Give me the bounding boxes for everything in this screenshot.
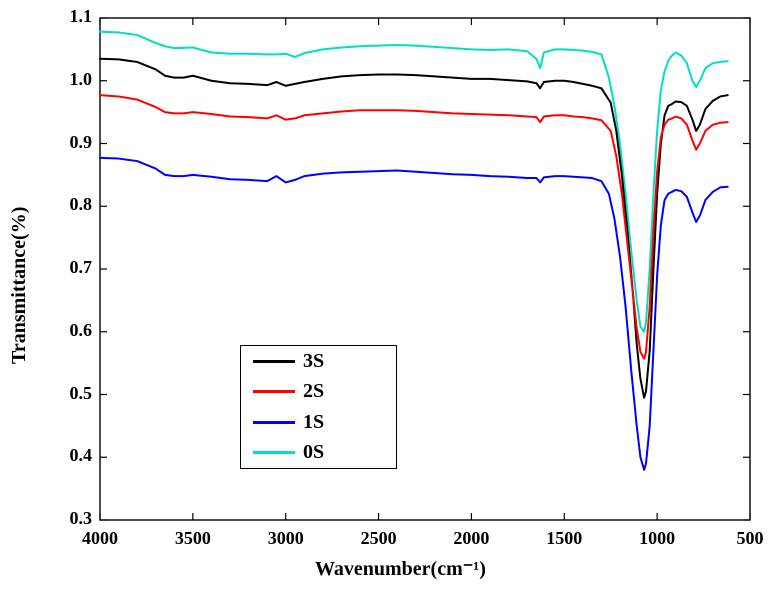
x-tick-label: 500 <box>720 528 780 549</box>
y-tick-label: 1.1 <box>42 6 92 27</box>
legend-swatch <box>253 360 295 363</box>
legend-box: 3S 2S 1S 0S <box>240 345 397 469</box>
y-tick-label: 1.0 <box>42 69 92 90</box>
legend-item-3S: 3S <box>253 350 324 372</box>
x-tick-label: 2500 <box>349 528 409 549</box>
legend-swatch <box>253 390 295 393</box>
x-tick-label: 3000 <box>256 528 316 549</box>
y-tick-label: 0.3 <box>42 508 92 529</box>
x-axis-label: Wavenumber(cm⁻¹) <box>315 556 486 581</box>
x-tick-label: 1000 <box>627 528 687 549</box>
y-tick-label: 0.7 <box>42 257 92 278</box>
legend-swatch <box>253 421 295 424</box>
y-tick-label: 0.9 <box>42 132 92 153</box>
x-tick-label: 2000 <box>441 528 501 549</box>
legend-label: 3S <box>303 350 324 373</box>
legend-item-1S: 1S <box>253 411 324 433</box>
y-tick-label: 0.5 <box>42 383 92 404</box>
legend-item-2S: 2S <box>253 381 324 403</box>
chart-svg <box>0 0 781 593</box>
x-tick-label: 3500 <box>163 528 223 549</box>
y-tick-label: 0.4 <box>42 445 92 466</box>
legend-item-0S: 0S <box>253 442 324 464</box>
legend-label: 0S <box>303 441 324 464</box>
legend-swatch <box>253 451 295 454</box>
legend-label: 1S <box>303 411 324 434</box>
y-axis-label: Transmittance(%) <box>8 207 31 364</box>
series-2S <box>100 95 728 359</box>
x-tick-label: 4000 <box>70 528 130 549</box>
legend-label: 2S <box>303 380 324 403</box>
y-tick-label: 0.8 <box>42 194 92 215</box>
y-tick-label: 0.6 <box>42 320 92 341</box>
chart-container: 3S 2S 1S 0S Wavenumber(cm⁻¹) Transmittance(… <box>0 0 781 593</box>
series-3S <box>100 59 728 398</box>
x-tick-label: 1500 <box>534 528 594 549</box>
